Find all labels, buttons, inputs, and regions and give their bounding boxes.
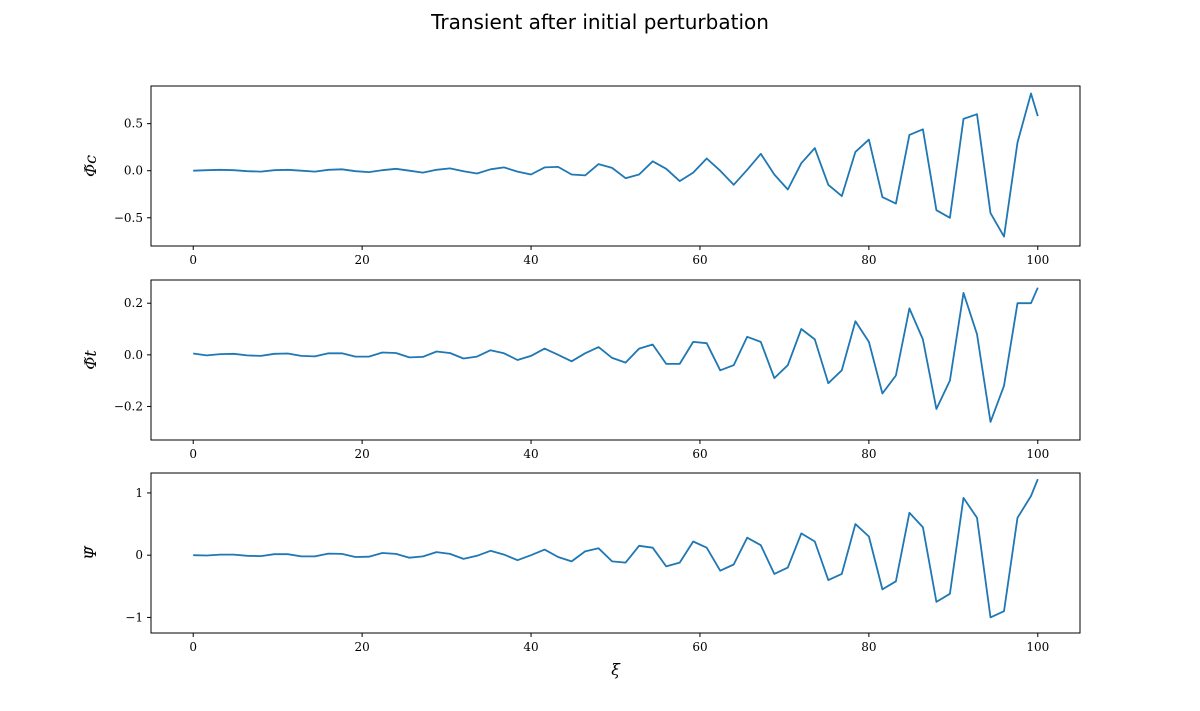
x-tick-label: 20 [354,447,369,461]
y-tick-label: 0 [135,548,143,562]
subplot-3: 0 20 40 60 80 100 −1 0 1 Ψ̃ ξ [81,472,1081,679]
x-tick-label: 80 [861,253,876,267]
x-tick-label: 100 [1026,447,1049,461]
axes-frame [150,472,1081,634]
x-tick-label: 100 [1026,640,1049,654]
subplot-1: 0 20 40 60 80 100 −0.5 0.0 0.5 Φ̃c [81,85,1081,267]
y-tick-label: 0.5 [124,117,143,131]
subplots: 0 20 40 60 80 100−0.50.00.5Φ̃c0 20 40 60 80 100−0.… [81,85,1081,679]
x-axis-label: ξ [611,660,621,679]
y-axis-label: Φ̃t [81,350,100,370]
x-tick-label: 20 [354,640,369,654]
axes-frame [150,279,1081,441]
figure-title: Transient after initial perturbation [430,10,769,34]
y-tick-label: −0.2 [114,399,143,413]
y-tick-label: 0.2 [124,296,143,310]
x-tick-label: 100 [1026,253,1049,267]
y-tick-label: 0.0 [124,348,143,362]
x-tick-label: 80 [861,640,876,654]
series-line-3-1 [193,478,1039,619]
y-axis-label: Φ̃c [81,155,100,177]
series-line-2-1 [193,287,1039,423]
axes-frame [150,85,1081,247]
x-tick-label: 40 [523,253,538,267]
x-tick-label: 40 [523,640,538,654]
x-tick-label: 60 [692,447,707,461]
x-tick-label: 40 [523,447,538,461]
y-tick-label: −0.5 [114,211,143,225]
y-tick-label: −1 [125,610,143,624]
x-tick-label: 0 [189,253,197,267]
y-axis-label: Ψ̃ [81,545,100,560]
y-tick-label: 1 [135,486,143,500]
x-tick-label: 20 [354,253,369,267]
x-tick-label: 0 [189,640,197,654]
x-tick-label: 0 [189,447,197,461]
x-tick-label: 60 [692,640,707,654]
x-tick-label: 80 [861,447,876,461]
subplot-2: 0 20 40 60 80 100 −0.2 0.0 0.2 Φ̃t [81,279,1081,461]
y-tick-label: 0.0 [124,164,143,178]
series-line-1-1 [193,92,1039,238]
x-tick-label: 60 [692,253,707,267]
